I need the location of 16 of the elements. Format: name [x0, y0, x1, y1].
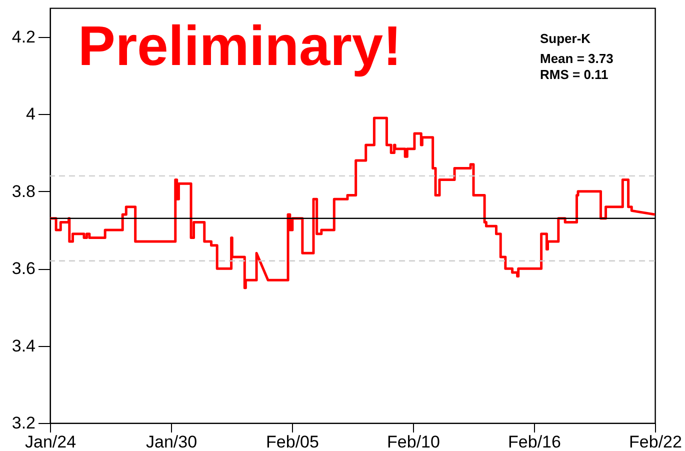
annotation: Preliminary! — [78, 14, 402, 77]
annotation: Super-K — [540, 31, 592, 46]
y-tick-label: 3.6 — [12, 259, 36, 278]
annotation: RMS = 0.11 — [540, 67, 608, 82]
x-tick-label: Feb/05 — [266, 432, 319, 451]
x-tick-label: Feb/22 — [629, 432, 682, 451]
y-tick-label: 3.4 — [12, 336, 36, 356]
annotation: Mean = 3.73 — [540, 51, 614, 66]
y-tick-label: 3.8 — [12, 182, 36, 201]
y-tick-label: 3.2 — [12, 414, 36, 432]
y-tick-label: 4.2 — [12, 27, 36, 46]
x-tick-label: Jan/30 — [146, 432, 198, 451]
x-tick-label: Jan/24 — [24, 432, 76, 451]
x-tick-label: Feb/10 — [387, 432, 440, 451]
y-tick-label: 4 — [26, 104, 36, 124]
x-tick-label: Feb/16 — [508, 432, 561, 451]
